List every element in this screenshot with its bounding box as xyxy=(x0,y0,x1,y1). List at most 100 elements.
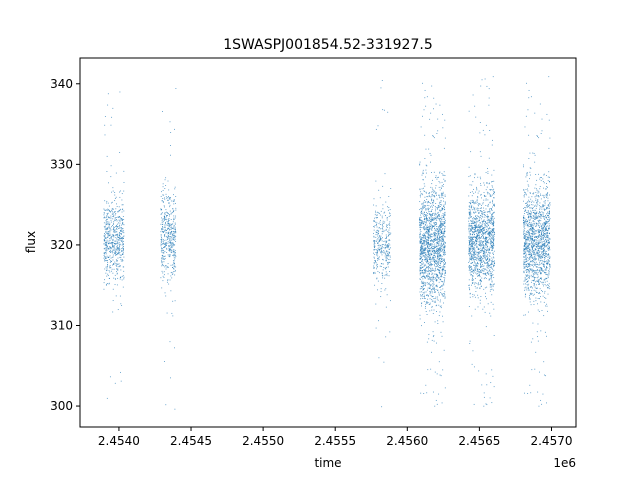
data-point xyxy=(116,272,118,274)
data-point xyxy=(429,243,431,245)
data-point xyxy=(427,275,429,277)
data-point xyxy=(476,265,478,267)
data-point xyxy=(438,270,440,272)
data-point xyxy=(420,286,422,288)
data-point xyxy=(428,229,429,231)
data-point xyxy=(162,254,164,256)
data-point xyxy=(480,178,482,180)
data-point xyxy=(440,276,442,278)
data-point xyxy=(528,196,530,198)
data-point xyxy=(437,265,439,267)
data-point xyxy=(376,268,377,270)
data-point xyxy=(468,251,470,253)
data-point xyxy=(122,208,124,210)
data-point xyxy=(476,236,478,238)
data-point xyxy=(471,251,473,253)
data-point xyxy=(165,242,167,244)
data-point xyxy=(390,232,392,234)
data-point xyxy=(438,253,440,255)
data-point xyxy=(471,195,473,197)
data-point xyxy=(433,252,435,254)
data-point xyxy=(421,260,423,262)
data-point xyxy=(166,199,168,201)
data-point xyxy=(479,262,481,264)
data-point xyxy=(488,254,490,256)
data-point xyxy=(103,282,105,284)
data-point xyxy=(433,97,435,99)
data-point xyxy=(420,250,422,252)
data-point xyxy=(374,284,376,286)
data-point xyxy=(439,260,441,262)
data-point xyxy=(439,248,441,250)
data-point xyxy=(104,252,106,254)
data-point xyxy=(427,263,429,265)
data-point xyxy=(482,247,484,249)
data-point xyxy=(425,244,427,246)
data-point xyxy=(476,238,477,240)
data-point xyxy=(114,211,116,212)
data-point xyxy=(481,197,482,199)
data-point xyxy=(480,270,482,272)
data-point xyxy=(438,393,440,395)
data-point xyxy=(423,206,425,208)
data-point xyxy=(442,232,444,234)
data-point xyxy=(118,240,120,242)
data-point xyxy=(436,243,438,245)
data-point xyxy=(478,254,480,256)
data-point xyxy=(433,233,435,235)
data-point xyxy=(471,271,473,273)
data-point xyxy=(472,281,474,283)
data-point xyxy=(435,217,437,218)
data-point xyxy=(377,280,379,282)
data-point xyxy=(119,235,121,237)
data-point xyxy=(439,272,441,274)
data-point xyxy=(112,235,114,236)
data-point xyxy=(428,251,430,252)
data-point xyxy=(489,258,491,260)
data-point xyxy=(435,177,436,178)
data-point xyxy=(106,213,108,215)
data-point xyxy=(117,239,119,241)
data-point xyxy=(103,217,105,219)
data-point xyxy=(437,247,439,249)
data-point xyxy=(423,275,425,277)
data-point xyxy=(167,199,169,201)
data-point xyxy=(474,222,475,224)
data-point xyxy=(528,232,530,234)
data-point xyxy=(432,286,434,288)
data-point xyxy=(419,164,421,166)
data-point xyxy=(493,257,495,259)
data-point xyxy=(438,271,440,273)
data-point xyxy=(419,227,421,229)
data-point xyxy=(443,234,445,236)
data-point xyxy=(476,226,478,228)
data-point xyxy=(104,217,106,219)
data-point xyxy=(424,221,426,223)
data-point xyxy=(487,257,489,259)
data-point xyxy=(376,215,378,216)
data-point xyxy=(443,268,445,270)
data-point xyxy=(106,245,108,247)
data-point xyxy=(175,266,177,268)
data-point xyxy=(479,288,481,290)
data-point xyxy=(425,272,427,274)
data-point xyxy=(426,262,428,264)
data-point xyxy=(423,275,425,277)
data-point xyxy=(172,223,174,225)
data-point xyxy=(110,217,112,219)
data-point xyxy=(479,271,481,273)
data-point xyxy=(116,228,118,230)
data-point xyxy=(438,214,440,216)
data-point xyxy=(478,248,480,250)
data-point xyxy=(485,241,487,243)
data-point xyxy=(172,244,174,246)
data-point xyxy=(523,223,525,225)
data-point xyxy=(378,250,380,252)
data-point xyxy=(528,225,530,227)
data-point xyxy=(384,277,386,279)
data-point xyxy=(118,206,120,208)
data-point xyxy=(480,286,482,287)
data-point xyxy=(103,212,105,214)
data-point xyxy=(472,231,474,233)
